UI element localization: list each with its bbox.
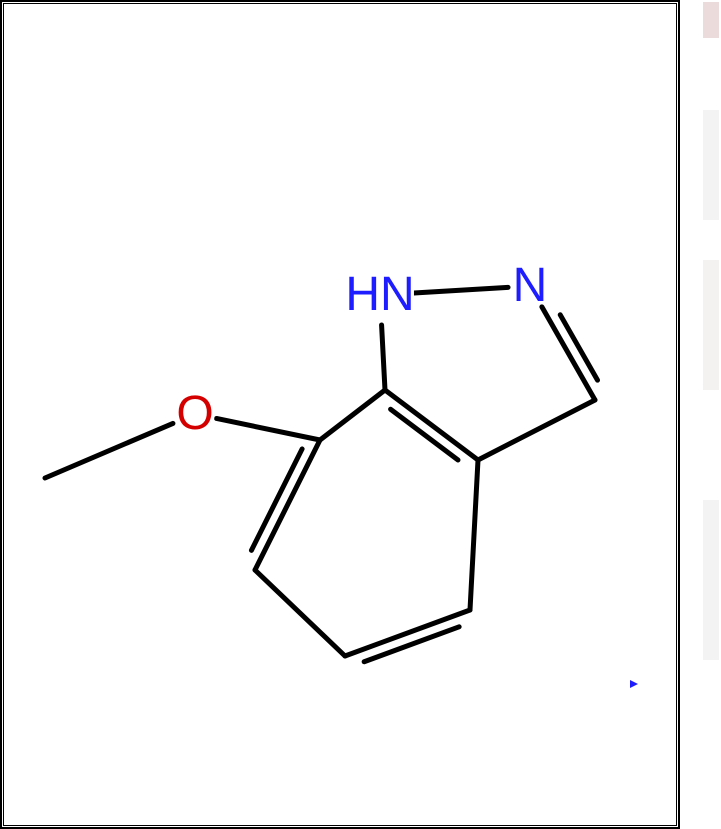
atom-label-hn: HN xyxy=(345,271,414,319)
play-arrow-icon xyxy=(630,680,638,688)
canvas: O HN N xyxy=(0,0,721,829)
molecule-diagram xyxy=(0,0,721,829)
atom-label-nitrogen: N xyxy=(513,262,548,310)
atom-label-oxygen: O xyxy=(176,390,213,438)
